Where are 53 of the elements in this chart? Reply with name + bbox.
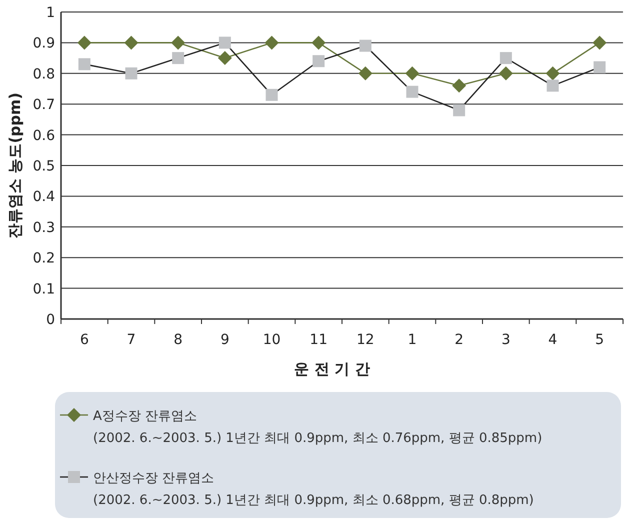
- y-tick-label: 0: [46, 312, 55, 328]
- point: [359, 40, 372, 52]
- x-tick-label: 4: [548, 332, 558, 348]
- x-tick-label: 3: [501, 332, 510, 348]
- point: [218, 51, 232, 66]
- text: (2002. 6.~2003. 5.) 1년간 최대 0.9ppm, 최소 0.68ppm, 평균 0.8ppm): [93, 493, 534, 508]
- x-tick-label: 1: [408, 332, 417, 348]
- y-tick-label: 0.1: [32, 281, 55, 298]
- x-tick-label: 6: [80, 332, 89, 348]
- x-tick-label: 10: [262, 332, 281, 348]
- point: [358, 66, 372, 80]
- y-tick-label: 0.4: [32, 189, 56, 206]
- point: [124, 36, 138, 50]
- text: (2002. 6.~2003. 5.) 1년간 최대 0.9ppm, 최소 0.76ppm, 평균 0.85ppm): [93, 431, 542, 446]
- y-tick-label: 0.5: [32, 158, 55, 174]
- y-tick-label: 0.2: [32, 250, 55, 267]
- point: [498, 66, 513, 80]
- point: [405, 66, 420, 80]
- point: [125, 67, 138, 80]
- point: [546, 80, 559, 92]
- point: [266, 88, 278, 101]
- y-tick-label: 1: [46, 5, 55, 21]
- y-tick-label: 0.9: [32, 36, 55, 52]
- point: [77, 36, 92, 50]
- legend-label: 안산정수장 잔류염소: [93, 471, 214, 486]
- point: [452, 78, 466, 93]
- point: [171, 36, 186, 50]
- point: [546, 66, 560, 80]
- point: [218, 36, 231, 49]
- y-axis-title: 잔류염소 농도(ppm): [6, 92, 24, 239]
- x-tick-label: 12: [356, 332, 374, 348]
- y-tick-label: 0.8: [32, 66, 55, 82]
- y-tick-label: 0.3: [32, 220, 55, 236]
- point: [453, 104, 466, 116]
- point: [500, 52, 512, 64]
- x-tick-label: 5: [595, 332, 604, 348]
- x-tick-label: 2: [454, 332, 464, 348]
- point: [406, 86, 418, 98]
- x-tick-label: 9: [220, 332, 230, 348]
- point: [312, 55, 325, 68]
- legend-label: A정수장 잔류염소: [93, 409, 198, 424]
- point: [592, 36, 607, 50]
- x-tick-label: 7: [126, 332, 136, 348]
- point: [312, 36, 326, 50]
- x-tick-label: 11: [310, 332, 328, 348]
- x-axis-title: 운 전 기 간: [294, 360, 370, 378]
- point: [264, 36, 279, 50]
- point: [594, 61, 606, 74]
- y-tick-label: 0.7: [32, 97, 55, 114]
- point: [78, 58, 90, 70]
- point: [172, 52, 184, 64]
- y-tick-label: 0.6: [32, 128, 56, 144]
- x-tick-label: 8: [174, 332, 183, 348]
